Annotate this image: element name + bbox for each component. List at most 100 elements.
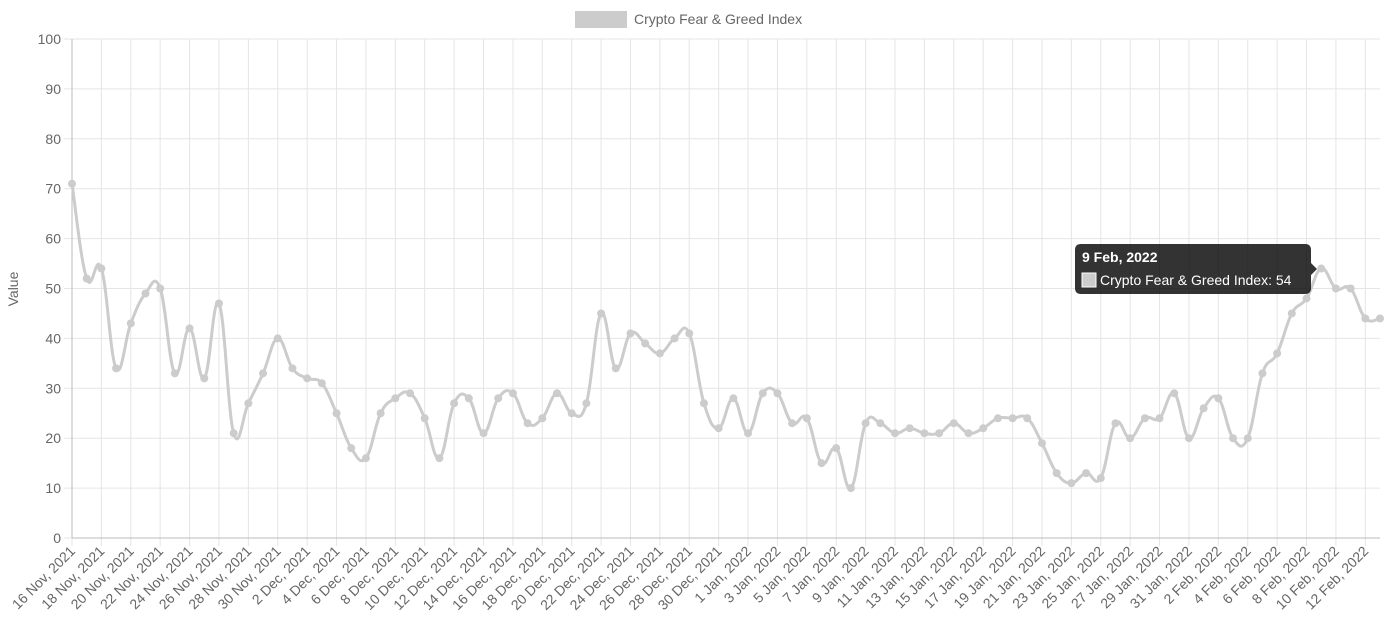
data-point (1184, 434, 1193, 443)
data-point (905, 424, 914, 433)
data-point (361, 454, 370, 463)
data-point (1361, 314, 1370, 323)
y-tick-label: 70 (45, 181, 61, 197)
data-point (597, 309, 606, 318)
data-point (1302, 294, 1311, 303)
data-point (817, 459, 826, 468)
data-point (259, 369, 268, 378)
data-point (1111, 419, 1120, 428)
data-point (626, 329, 635, 338)
data-point (979, 424, 988, 433)
data-point (376, 409, 385, 418)
data-point (538, 414, 547, 423)
data-point (744, 429, 753, 438)
data-point (303, 374, 312, 383)
data-point (685, 329, 694, 338)
data-point (1170, 389, 1179, 398)
y-tick-label: 0 (53, 530, 61, 546)
data-point (802, 414, 811, 423)
data-point (1243, 434, 1252, 443)
data-point (1199, 404, 1208, 413)
data-point (229, 429, 238, 438)
data-point (82, 274, 91, 283)
tooltip-box (1075, 244, 1317, 294)
data-point (68, 179, 76, 188)
data-point (1082, 469, 1091, 478)
data-point (1037, 439, 1046, 448)
data-point (846, 484, 855, 493)
data-point (214, 299, 223, 308)
data-point (112, 364, 121, 373)
data-point (891, 429, 900, 438)
y-tick-label: 20 (45, 430, 61, 446)
legend-swatch[interactable] (575, 11, 627, 28)
data-point (1376, 314, 1384, 323)
data-point (288, 364, 297, 373)
data-point (729, 394, 738, 403)
tooltip-swatch (1081, 272, 1097, 288)
data-point (935, 429, 944, 438)
data-point (582, 399, 591, 408)
data-point (1331, 284, 1340, 293)
data-point (714, 424, 723, 433)
data-point (1023, 414, 1032, 423)
data-point (185, 324, 194, 333)
data-point (156, 284, 165, 293)
y-tick-label: 50 (45, 281, 61, 297)
data-point (552, 389, 561, 398)
y-tick-label: 80 (45, 131, 61, 147)
y-tick-label: 10 (45, 480, 61, 496)
data-point (1214, 394, 1223, 403)
data-point (406, 389, 415, 398)
data-point (273, 334, 282, 343)
data-point (1096, 474, 1105, 483)
data-point (494, 394, 503, 403)
tooltip: 9 Feb, 2022 Crypto Fear & Greed Index: 5… (1075, 244, 1317, 294)
data-point (949, 419, 958, 428)
data-point (1126, 434, 1135, 443)
data-point (1008, 414, 1017, 423)
data-point (141, 289, 150, 298)
data-point (773, 389, 782, 398)
data-point (435, 454, 444, 463)
data-point (920, 429, 929, 438)
data-point (126, 319, 135, 328)
data-point (170, 369, 179, 378)
data-point (1258, 369, 1267, 378)
data-point (1052, 469, 1061, 478)
plot (68, 179, 1384, 493)
data-point (1155, 414, 1164, 423)
data-point (641, 339, 650, 348)
data-point (479, 429, 488, 438)
data-point (1229, 434, 1238, 443)
data-point (317, 379, 326, 388)
data-point (1140, 414, 1149, 423)
tooltip-title: 9 Feb, 2022 (1082, 249, 1158, 265)
legend-label[interactable]: Crypto Fear & Greed Index (634, 11, 802, 27)
data-point (391, 394, 400, 403)
y-tick-label: 90 (45, 81, 61, 97)
data-point (876, 419, 885, 428)
data-point (964, 429, 973, 438)
data-point (523, 419, 532, 428)
data-point (567, 409, 576, 418)
data-point (1273, 349, 1282, 358)
data-point (1067, 479, 1076, 488)
data-point (861, 419, 870, 428)
data-point (655, 349, 664, 358)
y-tick-label: 100 (38, 31, 62, 47)
data-point (832, 444, 841, 453)
data-point (347, 444, 356, 453)
data-point (450, 399, 459, 408)
data-point (699, 399, 708, 408)
data-point (788, 419, 797, 428)
series-line (70, 183, 1381, 490)
tooltip-label: Crypto Fear & Greed Index: 54 (1100, 272, 1292, 288)
data-point (1346, 284, 1355, 293)
y-axis-title: Value (5, 271, 21, 306)
y-tick-label: 40 (45, 330, 61, 346)
data-point (670, 334, 679, 343)
y-tick-label: 30 (45, 380, 61, 396)
data-point (97, 264, 106, 273)
